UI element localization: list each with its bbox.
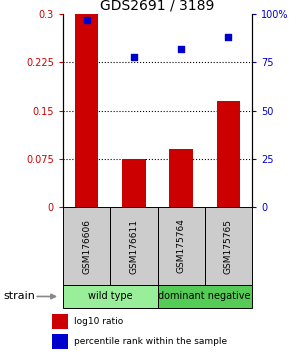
Text: GSM175764: GSM175764 <box>177 218 186 274</box>
Bar <box>63 207 110 285</box>
Point <box>226 34 231 40</box>
Bar <box>217 101 240 207</box>
Bar <box>63 285 158 308</box>
Point <box>84 17 89 23</box>
Text: GSM175765: GSM175765 <box>224 218 233 274</box>
Bar <box>52 314 68 329</box>
Bar <box>52 334 68 349</box>
Bar <box>122 159 146 207</box>
Point <box>131 54 136 59</box>
Text: GSM176606: GSM176606 <box>82 218 91 274</box>
Point <box>179 46 184 52</box>
Text: wild type: wild type <box>88 291 133 302</box>
Bar <box>75 14 98 207</box>
Text: dominant negative: dominant negative <box>158 291 251 302</box>
Title: GDS2691 / 3189: GDS2691 / 3189 <box>100 0 215 13</box>
Text: GSM176611: GSM176611 <box>129 218 138 274</box>
Bar <box>205 207 252 285</box>
Bar <box>158 207 205 285</box>
Text: log10 ratio: log10 ratio <box>74 317 124 326</box>
Text: strain: strain <box>3 291 35 302</box>
Bar <box>169 149 193 207</box>
Bar <box>110 207 158 285</box>
Text: percentile rank within the sample: percentile rank within the sample <box>74 337 227 346</box>
Bar <box>158 285 252 308</box>
